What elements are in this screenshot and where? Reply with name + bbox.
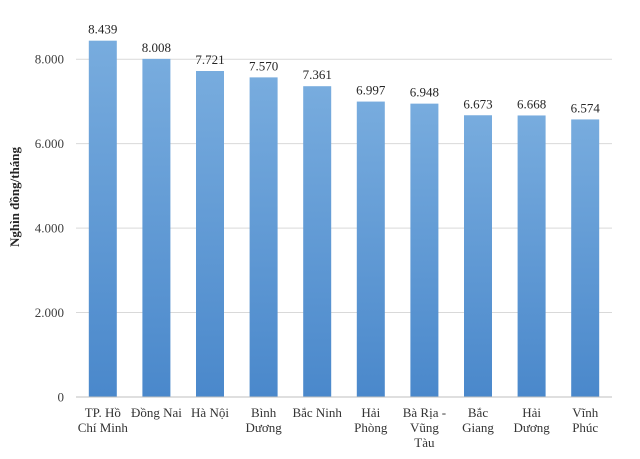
x-category-label: Bà Rịa -Vũng Tàu <box>403 405 446 450</box>
y-tick-label: 0 <box>58 390 65 405</box>
y-axis-ticks: 0 2.000 4.000 6.000 8.000 <box>35 52 64 405</box>
bar <box>196 71 224 397</box>
x-category-label: Vĩnh Phúc <box>572 405 599 435</box>
bar-value-label: 8.439 <box>88 22 117 37</box>
bar <box>142 58 171 397</box>
bar-value-label: 7.570 <box>249 58 278 73</box>
bar-value-label: 6.668 <box>517 96 546 111</box>
x-category-label: Bắc Ninh <box>292 405 342 420</box>
x-category-label: TP. Hồ Chí Minh <box>78 405 129 435</box>
bar <box>571 119 600 397</box>
bar <box>464 115 492 398</box>
bar-value-label: 6.948 <box>410 85 439 100</box>
bar-value-label: 6.574 <box>571 100 601 115</box>
y-tick-label: 4.000 <box>35 221 64 236</box>
bar <box>517 115 546 397</box>
y-axis-label: Nghìn đồng/tháng <box>7 146 22 247</box>
x-category-label: Hà Nội <box>191 405 229 420</box>
bar <box>88 40 117 397</box>
bar <box>249 77 278 397</box>
x-category-label: Bắc Giang <box>462 405 494 435</box>
bar-value-label: 8.008 <box>142 40 171 55</box>
bar-value-label: 6.997 <box>356 83 386 98</box>
x-category-label: Bình Dương <box>245 405 282 435</box>
y-tick-label: 6.000 <box>35 136 64 151</box>
bar-value-label: 7.361 <box>303 67 332 82</box>
x-category-label: Đồng Nai <box>131 405 182 420</box>
bar <box>356 101 385 398</box>
bar-value-label: 7.721 <box>195 52 224 67</box>
bar <box>410 103 439 397</box>
x-category-label: Hải Phòng <box>354 405 388 435</box>
value-labels: 8.439 8.008 7.721 7.570 7.361 6.997 6.948 6.673… <box>88 22 600 116</box>
bar-value-label: 6.673 <box>463 96 492 111</box>
y-tick-label: 2.000 <box>35 305 64 320</box>
x-category-label: Hải Dương <box>513 405 550 435</box>
bar <box>303 86 332 398</box>
y-tick-label: 8.000 <box>35 52 64 67</box>
bars <box>88 40 600 398</box>
